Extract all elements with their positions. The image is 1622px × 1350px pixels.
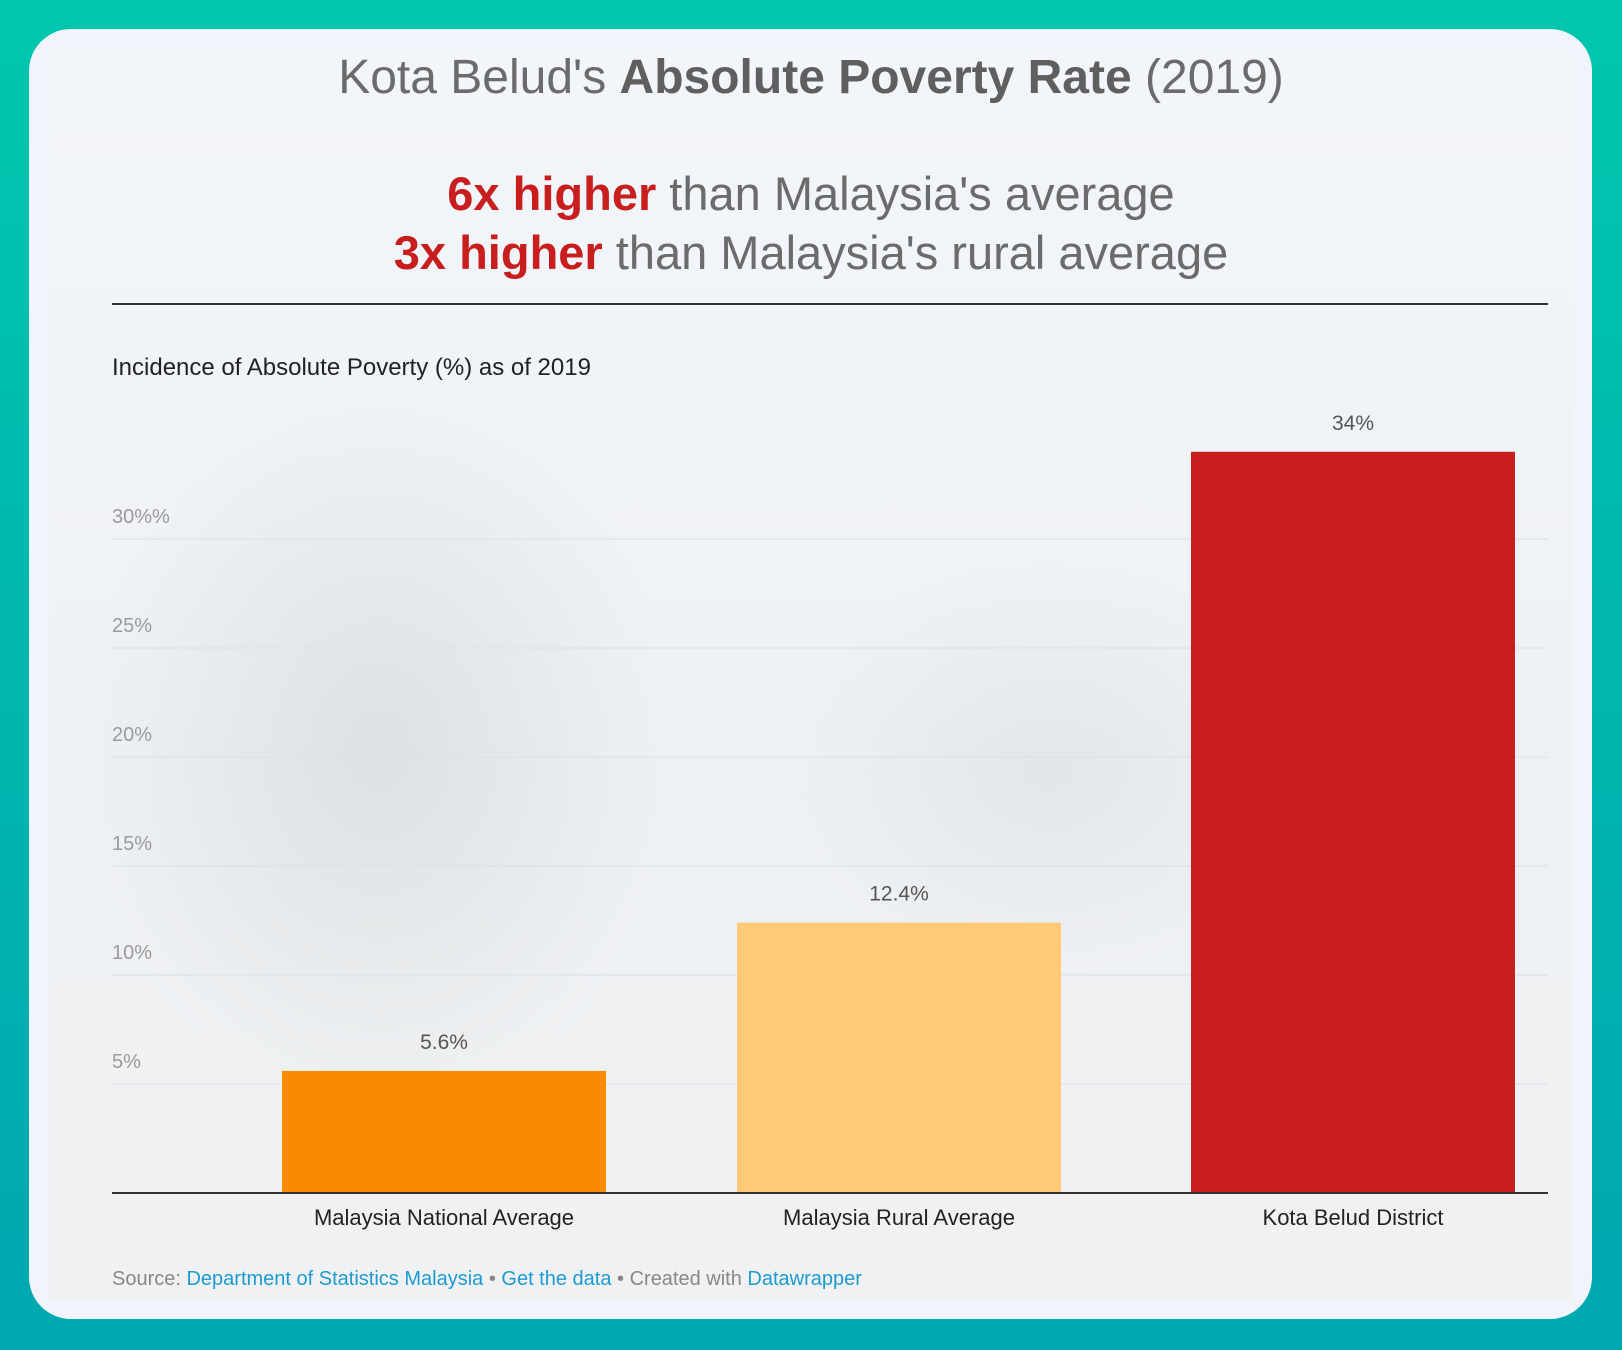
created-with-text: • Created with (611, 1268, 748, 1290)
title-bold: Absolute Poverty Rate (619, 51, 1132, 104)
value-label: 5.6% (420, 1031, 468, 1054)
datawrapper-link[interactable]: Datawrapper (747, 1268, 862, 1290)
title-prefix: Kota Belud's (338, 51, 620, 104)
chart-description: Incidence of Absolute Poverty (%) as of … (112, 354, 591, 381)
subtitle-line-1: 6x higher than Malaysia's average (0, 166, 1622, 221)
title-suffix: (2019) (1131, 51, 1284, 104)
x-tick-label: Malaysia Rural Average (783, 1205, 1015, 1230)
bar (282, 1070, 606, 1193)
get-data-link[interactable]: Get the data (501, 1268, 612, 1290)
y-tick-label: 10% (112, 942, 152, 964)
separator: • (483, 1268, 502, 1290)
y-tick-label: 20% (112, 724, 152, 746)
chart-title: Kota Belud's Absolute Poverty Rate (2019… (0, 50, 1622, 105)
x-tick-label: Malaysia National Average (314, 1205, 574, 1230)
subtitle-text: than Malaysia's rural average (602, 226, 1229, 279)
y-tick-label: 5% (112, 1051, 141, 1073)
divider (112, 303, 1548, 305)
subtitle-highlight: 6x higher (447, 167, 657, 220)
value-label: 12.4% (869, 883, 929, 906)
source-label: Source: (112, 1268, 187, 1290)
y-tick-label: 25% (112, 615, 152, 637)
source-link[interactable]: Department of Statistics Malaysia (186, 1268, 484, 1290)
value-label: 34% (1332, 412, 1374, 435)
subtitle-text: than Malaysia's average (656, 167, 1175, 220)
y-tick-label: 30%% (112, 506, 170, 528)
subtitle-line-2: 3x higher than Malaysia's rural average (0, 225, 1622, 280)
bar (1191, 451, 1515, 1193)
x-tick-label: Kota Belud District (1263, 1205, 1444, 1230)
bar (737, 922, 1061, 1193)
y-tick-label: 15% (112, 833, 152, 855)
source-line: Source: Department of Statistics Malaysi… (112, 1268, 862, 1291)
subtitle-highlight: 3x higher (393, 226, 603, 279)
